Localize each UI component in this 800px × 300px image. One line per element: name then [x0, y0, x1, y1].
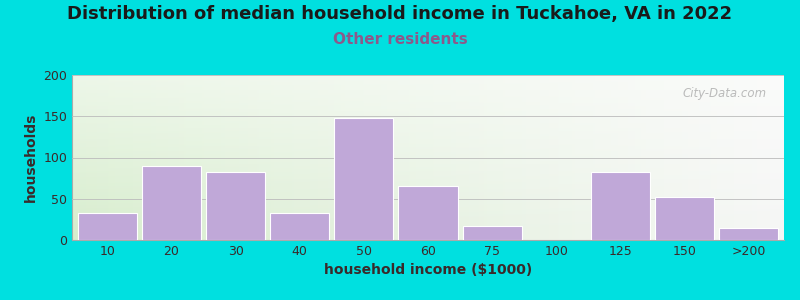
Text: City-Data.com: City-Data.com	[682, 86, 766, 100]
Bar	[591, 172, 650, 240]
Bar	[78, 213, 137, 240]
Text: Distribution of median household income in Tuckahoe, VA in 2022: Distribution of median household income …	[67, 4, 733, 22]
Text: Other residents: Other residents	[333, 32, 467, 46]
Bar	[655, 197, 714, 240]
Bar	[398, 186, 458, 240]
Bar	[334, 118, 394, 240]
Bar	[462, 226, 522, 240]
Bar	[206, 172, 265, 240]
Y-axis label: households: households	[24, 113, 38, 202]
Bar	[270, 213, 330, 240]
X-axis label: household income ($1000): household income ($1000)	[324, 263, 532, 278]
Bar	[719, 228, 778, 240]
Bar	[142, 166, 201, 240]
